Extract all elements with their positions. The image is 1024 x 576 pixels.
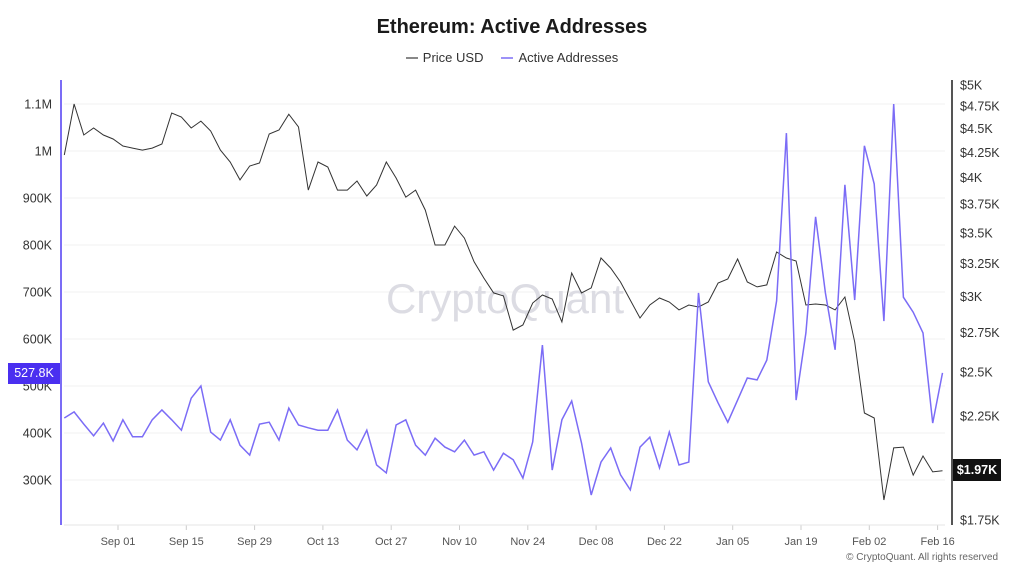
left-tick-label: 900K xyxy=(23,192,53,206)
left-tick-label: 700K xyxy=(23,286,53,300)
x-tick-label: Sep 15 xyxy=(169,536,204,548)
right-tick-label: $1.75K xyxy=(960,513,1000,527)
right-tick-label: $3K xyxy=(960,290,983,304)
current-value-badge-price: $1.97K xyxy=(953,459,1001,481)
right-tick-label: $4.25K xyxy=(960,146,1000,160)
legend-item-active-addresses[interactable]: Active Addresses xyxy=(501,50,618,65)
right-tick-label: $5K xyxy=(960,79,983,93)
x-tick-label: Oct 27 xyxy=(375,536,407,548)
x-axis: Sep 01 Sep 15 Sep 29 Oct 13 Oct 27 Nov 10 Nov … xyxy=(101,525,955,548)
left-tick-label: 1M xyxy=(35,145,52,159)
left-tick-label: 1.1M xyxy=(24,98,52,112)
x-tick-label: Dec 22 xyxy=(647,536,682,548)
right-tick-label: $2.5K xyxy=(960,366,993,380)
legend-label-price: Price USD xyxy=(422,50,484,65)
x-tick-label: Nov 10 xyxy=(442,536,477,548)
right-tick-label: $3.25K xyxy=(960,257,1000,271)
right-tick-label: $4.75K xyxy=(960,100,1000,114)
legend-label-active-addresses: Active Addresses xyxy=(518,50,619,65)
left-tick-label: 600K xyxy=(23,333,53,347)
right-tick-label: $2.25K xyxy=(960,409,1000,423)
left-tick-label: 300K xyxy=(23,474,53,488)
copyright-text: © CryptoQuant. All rights reserved xyxy=(846,552,998,563)
legend-swatch-active-addresses xyxy=(501,56,514,59)
x-tick-label: Jan 05 xyxy=(716,536,749,548)
x-tick-label: Nov 24 xyxy=(510,536,545,548)
series-line-active-addresses[interactable] xyxy=(63,103,944,496)
x-tick-label: Jan 19 xyxy=(784,536,817,548)
current-value-badge-active-addresses: 527.8K xyxy=(8,363,60,384)
x-tick-label: Feb 16 xyxy=(920,536,954,548)
watermark: CryptoQuant xyxy=(386,275,624,322)
left-tick-label: 800K xyxy=(23,239,53,253)
x-tick-label: Dec 08 xyxy=(579,536,614,548)
right-tick-label: $2.75K xyxy=(960,326,1000,340)
legend-item-price[interactable]: Price USD xyxy=(405,50,484,65)
right-axis: $1.75K $2.25K $2.5K $2.75K $3K $3.25K $3.5K $3.… xyxy=(960,79,1000,528)
right-tick-label: $4.5K xyxy=(960,122,993,136)
chart-title: Ethereum: Active Addresses xyxy=(376,16,648,38)
x-tick-label: Oct 13 xyxy=(307,536,339,548)
data-points xyxy=(64,103,943,501)
right-tick-label: $3.75K xyxy=(960,198,1000,212)
right-tick-label: $4K xyxy=(960,171,983,185)
legend-swatch-price xyxy=(405,56,418,59)
x-tick-label: Sep 29 xyxy=(237,536,272,548)
x-tick-label: Feb 02 xyxy=(852,536,886,548)
x-tick-label: Sep 01 xyxy=(101,536,136,548)
right-tick-label: $3.5K xyxy=(960,226,993,240)
legend: Price USD Active Addresses xyxy=(0,50,1024,65)
left-tick-label: 400K xyxy=(23,427,53,441)
series-line-price[interactable] xyxy=(63,103,943,501)
